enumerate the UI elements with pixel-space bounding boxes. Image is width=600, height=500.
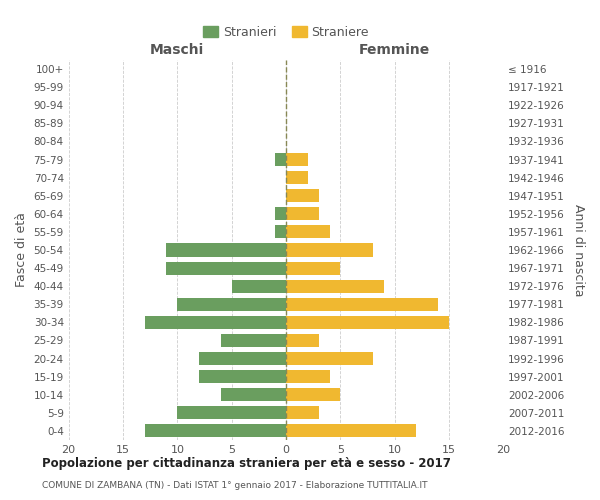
Y-axis label: Anni di nascita: Anni di nascita <box>572 204 585 296</box>
Bar <box>286 352 373 365</box>
Bar <box>286 406 319 420</box>
Bar <box>178 298 286 311</box>
Bar <box>166 244 286 256</box>
Text: Maschi: Maschi <box>150 44 205 58</box>
Bar <box>286 244 373 256</box>
Bar <box>199 352 286 365</box>
Bar <box>286 262 340 274</box>
Bar <box>286 298 438 311</box>
Bar <box>286 208 319 220</box>
Bar <box>286 280 384 292</box>
Legend: Stranieri, Straniere: Stranieri, Straniere <box>198 20 374 44</box>
Y-axis label: Fasce di età: Fasce di età <box>15 212 28 288</box>
Bar <box>286 153 308 166</box>
Bar <box>286 370 329 383</box>
Bar <box>275 153 286 166</box>
Bar <box>286 388 340 402</box>
Bar <box>221 388 286 402</box>
Bar <box>286 424 416 438</box>
Bar <box>275 226 286 238</box>
Bar <box>145 424 286 438</box>
Bar <box>221 334 286 347</box>
Bar <box>286 171 308 184</box>
Bar <box>232 280 286 292</box>
Bar <box>166 262 286 274</box>
Text: Femmine: Femmine <box>359 44 430 58</box>
Text: Popolazione per cittadinanza straniera per età e sesso - 2017: Popolazione per cittadinanza straniera p… <box>42 458 451 470</box>
Bar <box>286 189 319 202</box>
Text: COMUNE DI ZAMBANA (TN) - Dati ISTAT 1° gennaio 2017 - Elaborazione TUTTITALIA.IT: COMUNE DI ZAMBANA (TN) - Dati ISTAT 1° g… <box>42 481 427 490</box>
Bar <box>178 406 286 420</box>
Bar <box>286 226 329 238</box>
Bar <box>286 316 449 329</box>
Bar <box>275 208 286 220</box>
Bar <box>145 316 286 329</box>
Bar <box>199 370 286 383</box>
Bar <box>286 334 319 347</box>
